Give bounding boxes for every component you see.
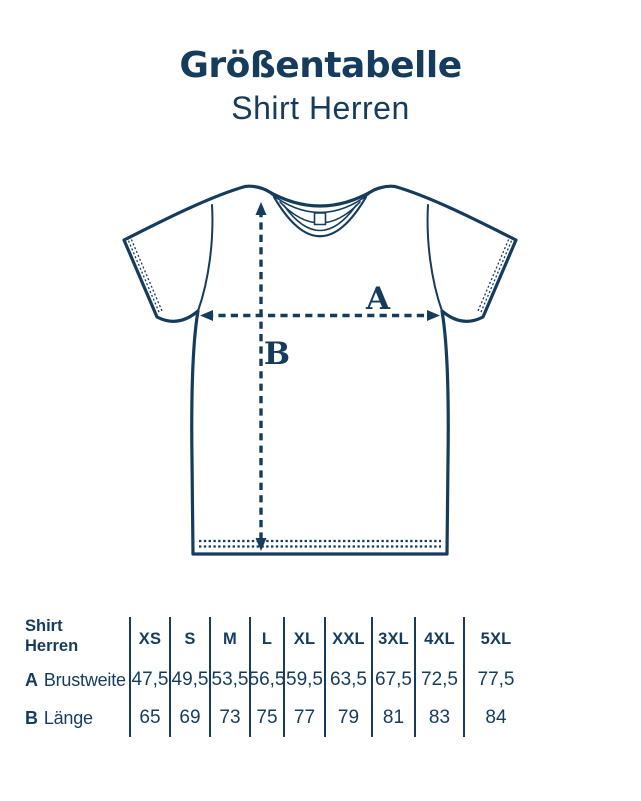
measurement-label-b: B xyxy=(264,336,290,372)
tshirt-drawing: A B xyxy=(122,184,518,556)
laenge-value-xs: 65 xyxy=(129,699,169,737)
size-header-5xl: 5XL xyxy=(463,617,527,661)
laenge-value-5xl: 84 xyxy=(463,699,527,737)
laenge-value-s: 69 xyxy=(169,699,209,737)
size-header-xl: XL xyxy=(283,617,324,661)
brustweite-value-5xl: 77,5 xyxy=(463,661,527,699)
brustweite-value-xs: 47,5 xyxy=(129,661,169,699)
length-arrow xyxy=(255,202,267,551)
size-header-4xl: 4XL xyxy=(414,617,463,661)
neck-tag xyxy=(313,212,327,226)
table-corner-header: Shirt Herren xyxy=(25,617,129,661)
brustweite-value-xxl: 63,5 xyxy=(324,661,371,699)
size-header-m: M xyxy=(209,617,249,661)
size-header-s: S xyxy=(169,617,209,661)
brustweite-value-s: 49,5 xyxy=(169,661,209,699)
page-subtitle: Shirt Herren xyxy=(231,90,410,126)
size-header-xs: XS xyxy=(129,617,169,661)
laenge-value-m: 73 xyxy=(209,699,249,737)
size-header-l: L xyxy=(249,617,283,661)
brustweite-value-xl: 59,5 xyxy=(283,661,324,699)
brustweite-value-m: 53,5 xyxy=(209,661,249,699)
row-word-brustweite: Brustweite xyxy=(43,669,126,690)
laenge-value-4xl: 83 xyxy=(414,699,463,737)
tshirt-diagram: A B xyxy=(100,160,540,578)
row-label-laenge: B Länge xyxy=(25,699,129,737)
laenge-value-xl: 77 xyxy=(283,699,324,737)
laenge-value-3xl: 81 xyxy=(371,699,414,737)
measurement-label-a: A xyxy=(365,281,391,317)
page-title: Größentabelle xyxy=(179,45,462,86)
brustweite-value-4xl: 72,5 xyxy=(414,661,463,699)
size-table: Shirt Herren XS S M L XL XXL 3XL 4XL 5XL… xyxy=(25,617,527,737)
tshirt-outline xyxy=(122,184,518,556)
size-header-xxl: XXL xyxy=(324,617,371,661)
row-label-brustweite: A Brustweite xyxy=(25,661,129,699)
laenge-value-l: 75 xyxy=(249,699,283,737)
corner-line1: Shirt xyxy=(25,617,63,635)
laenge-value-xxl: 79 xyxy=(324,699,371,737)
brustweite-value-l: 56,5 xyxy=(249,661,286,699)
row-letter-a: A xyxy=(25,669,38,690)
row-letter-b: B xyxy=(25,707,38,728)
width-arrow xyxy=(200,310,440,321)
row-word-laenge: Länge xyxy=(43,707,93,728)
brustweite-value-3xl: 67,5 xyxy=(371,661,414,699)
corner-line2: Herren xyxy=(25,636,79,655)
size-header-3xl: 3XL xyxy=(371,617,414,661)
